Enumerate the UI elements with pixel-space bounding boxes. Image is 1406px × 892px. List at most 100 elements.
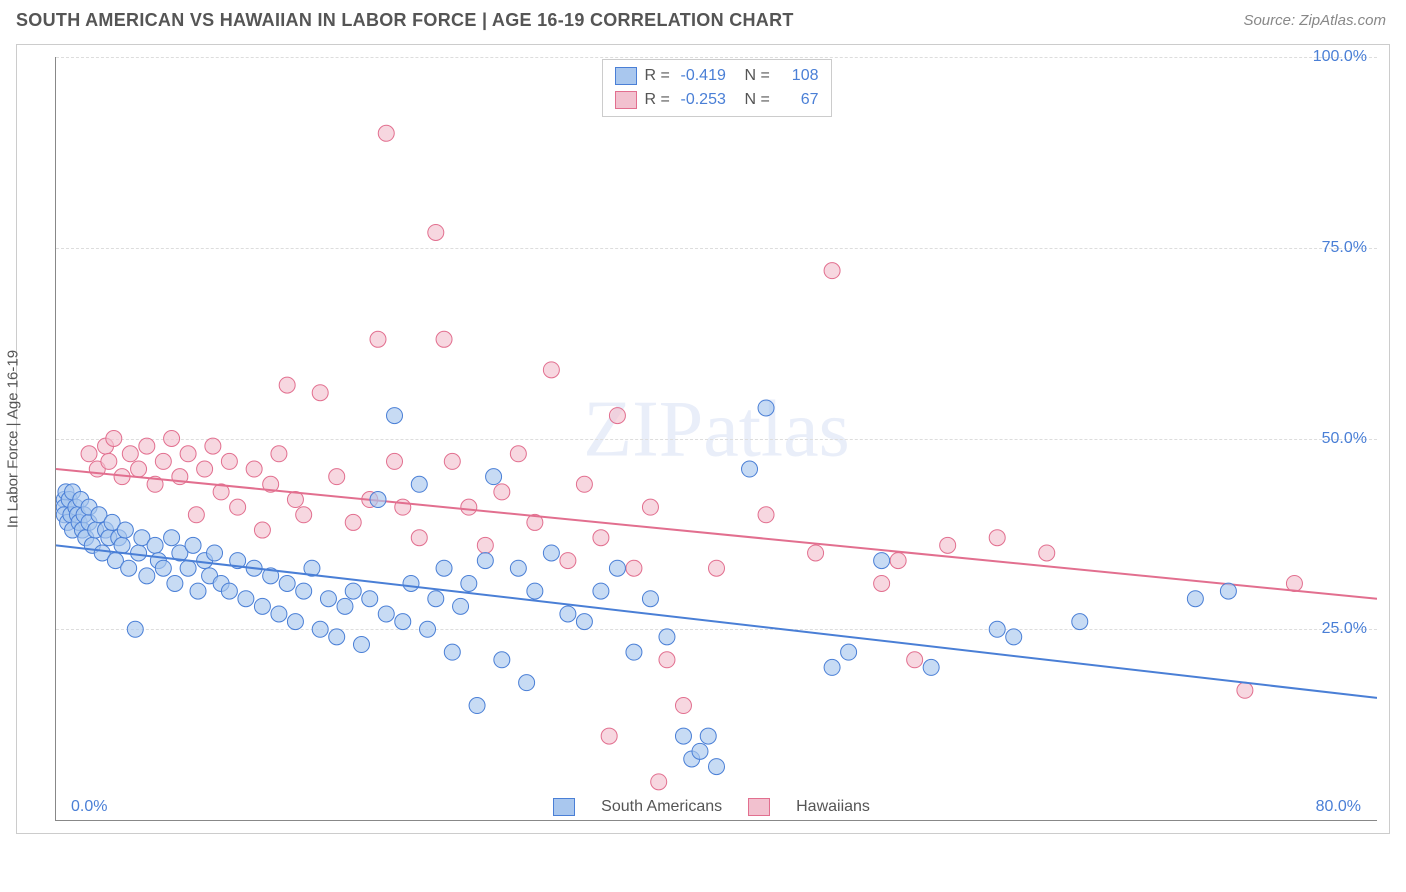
scatter-point [659, 629, 675, 645]
scatter-point [345, 514, 361, 530]
header-bar: SOUTH AMERICAN VS HAWAIIAN IN LABOR FORC… [0, 0, 1406, 37]
scatter-point [221, 453, 237, 469]
scatter-point [560, 606, 576, 622]
scatter-point [609, 408, 625, 424]
scatter-point [593, 583, 609, 599]
source-label: Source: ZipAtlas.com [1243, 12, 1386, 29]
scatter-point [874, 553, 890, 569]
scatter-point [230, 499, 246, 515]
scatter-point [411, 530, 427, 546]
scatter-point [824, 263, 840, 279]
scatter-point [164, 431, 180, 447]
scatter-point [370, 492, 386, 508]
scatter-point [709, 560, 725, 576]
scatter-point [420, 621, 436, 637]
scatter-point [890, 553, 906, 569]
scatter-point [180, 560, 196, 576]
scatter-point [147, 537, 163, 553]
scatter-point [543, 362, 559, 378]
scatter-point [675, 698, 691, 714]
scatter-point [254, 522, 270, 538]
scatter-point [1237, 682, 1253, 698]
scatter-point [395, 614, 411, 630]
scatter-point [700, 728, 716, 744]
scatter-point [824, 659, 840, 675]
scatter-point [353, 637, 369, 653]
scatter-point [593, 530, 609, 546]
scatter-point [428, 591, 444, 607]
scatter-point [742, 461, 758, 477]
scatter-point [387, 408, 403, 424]
scatter-point [576, 614, 592, 630]
scatter-point [271, 606, 287, 622]
scatter-point [296, 507, 312, 523]
scatter-point [121, 560, 137, 576]
scatter-point [989, 621, 1005, 637]
scatter-point [444, 453, 460, 469]
scatter-point [1072, 614, 1088, 630]
y-axis-label: In Labor Force | Age 16-19 [5, 350, 22, 528]
scatter-point [874, 575, 890, 591]
scatter-point [378, 125, 394, 141]
scatter-point [486, 469, 502, 485]
scatter-point [131, 461, 147, 477]
scatter-point [494, 652, 510, 668]
scatter-point [601, 728, 617, 744]
scatter-point [477, 537, 493, 553]
scatter-point [543, 545, 559, 561]
scatter-point [279, 575, 295, 591]
scatter-point [205, 438, 221, 454]
scatter-point [238, 591, 254, 607]
scatter-point [296, 583, 312, 599]
scatter-point [312, 385, 328, 401]
scatter-point [494, 484, 510, 500]
scatter-point [362, 591, 378, 607]
trend-line [56, 469, 1377, 599]
scatter-point [185, 537, 201, 553]
scatter-point [188, 507, 204, 523]
scatter-point [940, 537, 956, 553]
scatter-point [469, 698, 485, 714]
scatter-point [271, 446, 287, 462]
scatter-point [312, 621, 328, 637]
scatter-point [626, 644, 642, 660]
scatter-point [411, 476, 427, 492]
scatter-point [758, 400, 774, 416]
scatter-point [527, 583, 543, 599]
scatter-point [122, 446, 138, 462]
scatter-point [387, 453, 403, 469]
scatter-point [560, 553, 576, 569]
scatter-point [117, 522, 133, 538]
scatter-point [329, 629, 345, 645]
scatter-point [444, 644, 460, 660]
scatter-point [1187, 591, 1203, 607]
scatter-point [101, 453, 117, 469]
scatter-point [1220, 583, 1236, 599]
scatter-point [155, 453, 171, 469]
scatter-point [461, 575, 477, 591]
scatter-point [626, 560, 642, 576]
chart-container: In Labor Force | Age 16-19 ZIPatlas R = … [16, 44, 1390, 834]
scatter-point [106, 431, 122, 447]
scatter-point [197, 461, 213, 477]
scatter-point [337, 598, 353, 614]
scatter-point [453, 598, 469, 614]
scatter-point [287, 614, 303, 630]
scatter-point [329, 469, 345, 485]
scatter-point [709, 759, 725, 775]
scatter-point [207, 545, 223, 561]
scatter-point [461, 499, 477, 515]
scatter-point [127, 621, 143, 637]
scatter-point [180, 446, 196, 462]
scatter-point [403, 575, 419, 591]
scatter-point [642, 591, 658, 607]
scatter-point [345, 583, 361, 599]
chart-title: SOUTH AMERICAN VS HAWAIIAN IN LABOR FORC… [16, 10, 794, 31]
scatter-point [428, 224, 444, 240]
scatter-point [907, 652, 923, 668]
scatter-point [81, 446, 97, 462]
scatter-point [519, 675, 535, 691]
scatter-point [609, 560, 625, 576]
scatter-point [642, 499, 658, 515]
scatter-point [1039, 545, 1055, 561]
